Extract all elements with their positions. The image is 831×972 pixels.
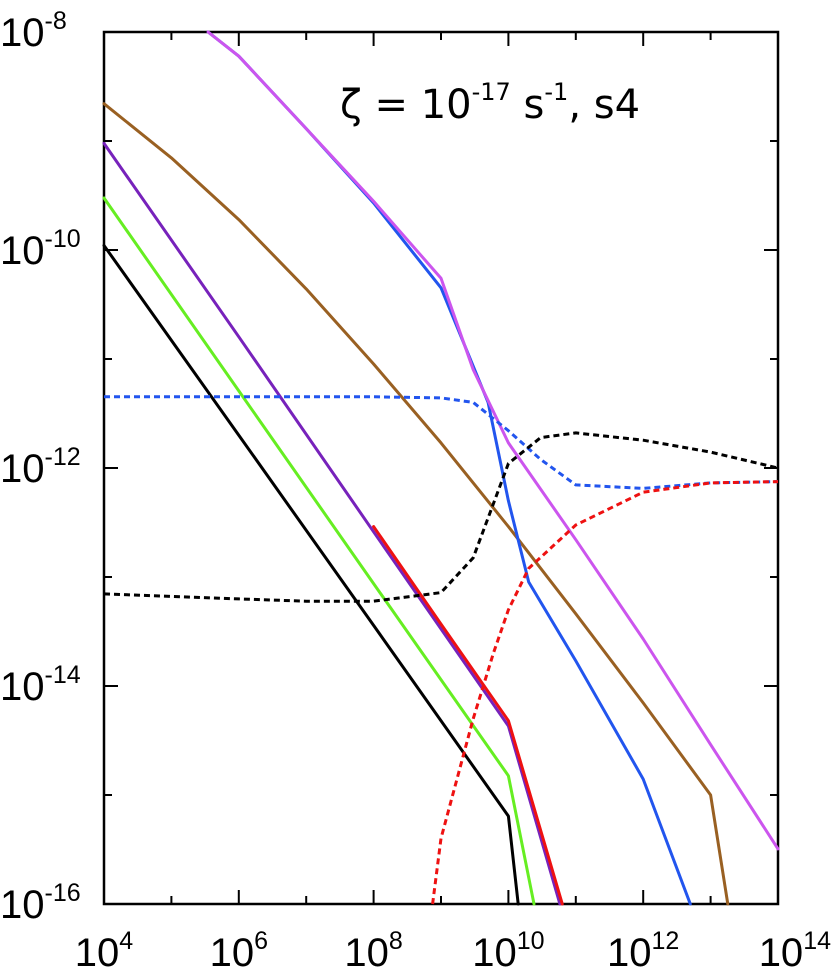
x-tick-label: 1014 (759, 927, 831, 972)
annotation-unit: s (511, 82, 545, 128)
annotation-zeta-exponent: -17 (472, 78, 511, 106)
y-tick-label: 10-10 (0, 225, 81, 273)
series-line-8 (104, 395, 779, 490)
series-line-7 (206, 30, 780, 851)
y-tick-label-base: 10 (0, 665, 45, 709)
annotation-unit-exponent: -1 (544, 78, 568, 106)
y-tick-label-base: 10 (0, 229, 45, 273)
tick-label-layer: 104 106 108 1010 1012 101410-1610-1410-1210-1… (0, 7, 831, 972)
annotation-zeta: ζ = 10 (340, 82, 472, 128)
x-tick-label-exponent: 6 (254, 927, 268, 955)
x-tick-label: 1012 (607, 927, 679, 972)
x-tick-label-exponent: 8 (389, 927, 403, 955)
x-tick-label: 106 (210, 927, 268, 972)
x-tick-label-base: 10 (472, 931, 517, 972)
y-tick-label-exponent: -16 (45, 879, 81, 907)
series-line-6 (206, 30, 692, 906)
y-tick-label-exponent: -10 (45, 225, 81, 253)
x-tick-label-base: 10 (344, 931, 389, 972)
tick-layer (103, 31, 779, 905)
series-line-1 (102, 244, 520, 906)
y-tick-label-base: 10 (0, 447, 45, 491)
y-tick-label-base: 10 (0, 883, 45, 927)
x-tick-label-exponent: 12 (652, 927, 680, 955)
x-tick-label-exponent: 14 (803, 927, 831, 955)
x-tick-label-base: 10 (759, 931, 804, 972)
x-tick-label-exponent: 10 (517, 927, 545, 955)
plot-frame (102, 30, 780, 906)
x-tick-label-base: 10 (75, 931, 120, 972)
x-tick-label: 108 (344, 927, 402, 972)
series-line-4 (372, 525, 564, 906)
y-tick-label: 10-8 (0, 7, 67, 55)
series-layer (102, 30, 780, 906)
series-line-2 (102, 196, 536, 906)
x-tick-label-exponent: 4 (119, 927, 133, 955)
series-line-3 (102, 141, 562, 906)
x-tick-label: 104 (75, 927, 134, 972)
series-line-9 (103, 431, 779, 603)
y-tick-label-base: 10 (0, 11, 45, 55)
y-tick-label-exponent: -12 (45, 443, 81, 471)
y-tick-label: 10-12 (0, 443, 81, 491)
y-tick-label-exponent: -14 (45, 661, 81, 689)
series-line-10 (431, 480, 779, 905)
y-tick-label: 10-16 (0, 879, 81, 927)
annotation-suffix: , s4 (568, 82, 640, 128)
x-tick-label-base: 10 (607, 931, 652, 972)
y-tick-label: 10-14 (0, 661, 81, 709)
annotation: ζ = 10-17 s-1, s4 (340, 78, 640, 128)
series-line-5 (102, 102, 730, 906)
x-tick-label-base: 10 (210, 931, 255, 972)
y-tick-label-exponent: -8 (45, 7, 67, 35)
x-tick-label: 1010 (472, 927, 544, 972)
